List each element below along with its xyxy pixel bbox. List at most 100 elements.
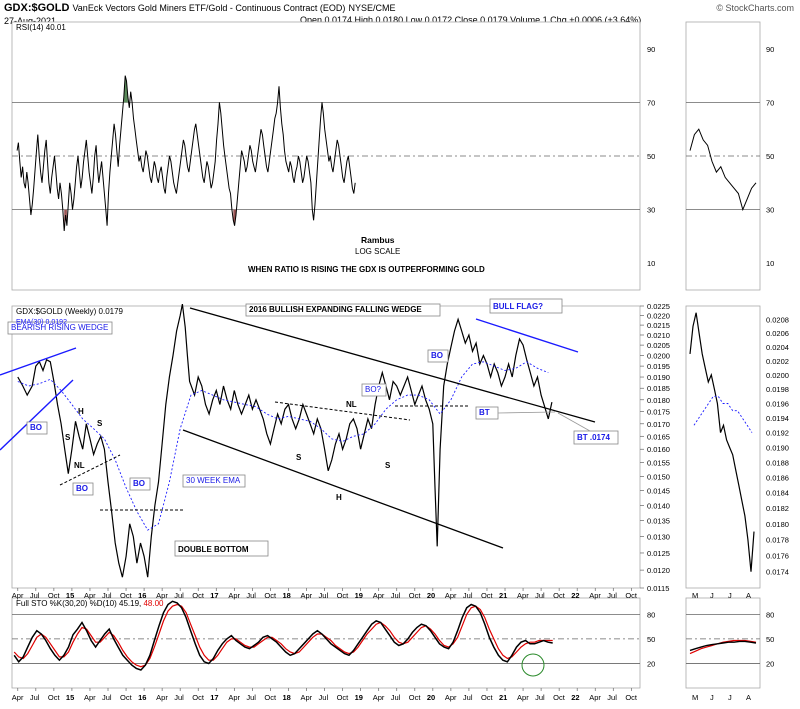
- sto-ytick-label: 80: [647, 610, 655, 619]
- side-rsi-ytick-label: 30: [766, 206, 774, 215]
- price-ytick-label: 0.0175: [647, 408, 670, 417]
- price-ytick-label: 0.0185: [647, 384, 670, 393]
- price-xtick-label: Oct: [625, 591, 638, 600]
- price-xtick-label: 22: [571, 591, 579, 600]
- rsi-ytick-label: 10: [647, 259, 655, 268]
- sto-d-line: [13, 603, 553, 668]
- label-bo-4-box: [427, 349, 449, 363]
- label-bo-3: BO: [133, 479, 145, 488]
- label-bull-flag: BULL FLAG?: [493, 302, 543, 311]
- rsi-fill: [64, 209, 67, 231]
- price-ytick-label: 0.0140: [647, 501, 670, 510]
- side-sto-xtick-label: M: [692, 693, 698, 702]
- label-wedge-2016: 2016 BULLISH EXPANDING FALLING WEDGE: [249, 305, 422, 314]
- label-bo-q: BO?: [365, 385, 382, 394]
- sto-xtick-label: Apr: [228, 693, 240, 702]
- side-price-ytick-label: 0.0190: [766, 443, 789, 452]
- side-price-ytick-label: 0.0200: [766, 371, 789, 380]
- label-bo-1-box: [26, 421, 48, 435]
- exchange-label: NYSE/CME: [348, 3, 396, 13]
- price-xtick-label: Oct: [553, 591, 566, 600]
- rising-wedge-lower-line: [0, 379, 74, 451]
- pattern-s-0: S: [65, 433, 71, 442]
- price-xtick-label: Apr: [228, 591, 240, 600]
- price-xtick-label: Jul: [246, 591, 256, 600]
- sto-xtick-label: Jul: [174, 693, 184, 702]
- ema-line: [17, 361, 549, 531]
- price-xtick-label: 17: [210, 591, 218, 600]
- rsi-ytick-label: 70: [647, 98, 655, 107]
- price-ytick-label: 0.0200: [647, 351, 670, 360]
- price-xtick-label: Oct: [192, 591, 205, 600]
- side-rsi-ytick-label: 50: [766, 152, 774, 161]
- price-ytick-label: 0.0180: [647, 396, 670, 405]
- sto-xtick-label: Jul: [535, 693, 545, 702]
- price-xtick-label: 21: [499, 591, 507, 600]
- sto-xtick-label: Jul: [246, 693, 256, 702]
- sto-xtick-label: Oct: [481, 693, 494, 702]
- side-sto-ytick-label: 20: [766, 659, 774, 668]
- side-sto-k: [689, 640, 757, 652]
- side-price-ytick-label: 0.0208: [766, 316, 789, 325]
- price-ytick-label: 0.0165: [647, 432, 670, 441]
- side-price-ytick-label: 0.0176: [766, 552, 789, 561]
- price-ytick-label: 0.0210: [647, 331, 670, 340]
- sto-xtick-label: Apr: [12, 693, 24, 702]
- price-ytick-label: 0.0220: [647, 311, 670, 320]
- side-price-ytick-label: 0.0192: [766, 429, 789, 438]
- price-xtick-label: 15: [66, 591, 74, 600]
- price-xtick-label: Apr: [84, 591, 96, 600]
- price-xtick-label: Apr: [301, 591, 313, 600]
- sto-xtick-label: Jul: [607, 693, 617, 702]
- price-xtick-label: Apr: [517, 591, 529, 600]
- sto-xtick-label: Apr: [445, 693, 457, 702]
- price-xtick-label: Jul: [102, 591, 112, 600]
- price-xtick-label: Jul: [463, 591, 473, 600]
- sto-ytick-label: 50: [647, 635, 655, 644]
- side-price-ytick-label: 0.0198: [766, 385, 789, 394]
- label-double-bottom: DOUBLE BOTTOM: [178, 545, 249, 554]
- sto-xtick-label: Oct: [192, 693, 205, 702]
- green-circle: [521, 653, 545, 677]
- price-ytick-label: 0.0120: [647, 566, 670, 575]
- sto-xtick-label: Oct: [48, 693, 61, 702]
- price-xtick-label: 16: [138, 591, 146, 600]
- price-xtick-label: Oct: [120, 591, 133, 600]
- price-xtick-label: Apr: [445, 591, 457, 600]
- price-xtick-label: Jul: [535, 591, 545, 600]
- sto-xtick-label: Apr: [589, 693, 601, 702]
- sto-xtick-label: Oct: [625, 693, 638, 702]
- price-ytick-label: 0.0155: [647, 459, 670, 468]
- label-bo-q-box: [361, 383, 387, 397]
- label-bo-1: BO: [30, 423, 42, 432]
- sto-xtick-label: Oct: [120, 693, 133, 702]
- sto-xtick-label: Oct: [264, 693, 277, 702]
- label-ema30: 30 WEEK EMA: [186, 476, 241, 485]
- label-bull-flag-box: [489, 298, 563, 314]
- sto-k-line: [13, 600, 553, 671]
- label-ratio-note: WHEN RATIO IS RISING THE GDX IS OUTPERFO…: [248, 265, 485, 274]
- side-price-ytick-label: 0.0196: [766, 399, 789, 408]
- side-price-ytick-label: 0.0204: [766, 343, 789, 352]
- sto-xtick-label: Apr: [517, 693, 529, 702]
- wedge-upper-line: [189, 307, 596, 423]
- sto-xtick-label: Jul: [463, 693, 473, 702]
- sto-xtick-label: Apr: [301, 693, 313, 702]
- side-sto-xtick-label: J: [710, 693, 714, 702]
- pattern-nl-1: NL: [74, 461, 85, 470]
- label-bo-4: BO: [431, 351, 443, 360]
- label-bo-3-box: [129, 477, 151, 491]
- label-bo-2: BO: [76, 484, 88, 493]
- rsi-panel-title: RSI(14) 40.01: [16, 23, 66, 32]
- pattern-h-4: H: [336, 493, 342, 502]
- rising-wedge-upper-line: [0, 347, 77, 376]
- price-ytick-label: 0.0170: [647, 420, 670, 429]
- side-rsi-ytick-label: 70: [766, 98, 774, 107]
- price-xtick-label: Apr: [12, 591, 24, 600]
- price-xtick-label: Jul: [319, 591, 329, 600]
- price-ytick-label: 0.0160: [647, 445, 670, 454]
- neckline-2015: [59, 454, 121, 486]
- side-xtick-label: M: [692, 591, 698, 600]
- sto-xtick-label: Jul: [102, 693, 112, 702]
